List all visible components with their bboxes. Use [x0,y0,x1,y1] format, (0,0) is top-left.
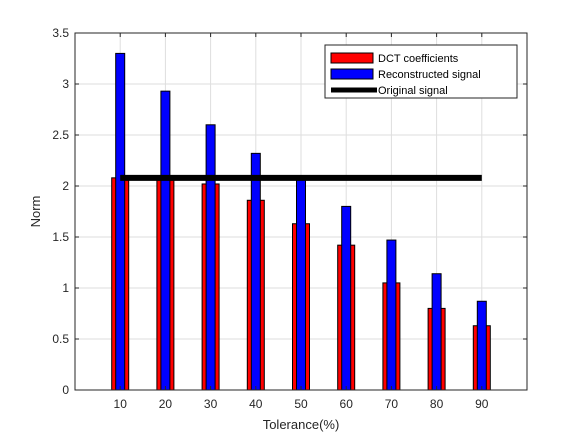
x-tick-label: 10 [114,397,128,411]
ticks-layer: 0 0.5 1 1.5 2 2.5 3 3.5 10 20 30 40 50 60 70 80 90 [52,26,527,411]
bar-reconstructed-signal [205,124,216,391]
y-tick-label: 0 [62,383,69,397]
x-axis-label: Tolerance(%) [263,417,340,432]
x-tick-label: 60 [340,397,354,411]
x-tick-label: 90 [475,397,489,411]
bar-reconstructed-signal [296,178,306,391]
y-tick-label: 1 [62,281,69,295]
x-tick-label: 80 [430,397,444,411]
x-tick-label: 40 [249,397,263,411]
y-tick-label: 1.5 [52,230,69,244]
y-tick-label: 2.5 [52,128,69,142]
bars-layer [111,52,491,391]
y-axis-label: Norm [28,196,43,228]
bar-reconstructed-signal [160,90,171,391]
bar-reconstructed-signal [341,205,352,391]
x-tick-label: 30 [204,397,218,411]
legend-swatch-reconstructed [330,68,374,80]
y-tick-label: 0.5 [52,332,69,346]
x-tick-label: 20 [159,397,173,411]
bar-reconstructed-signal [386,239,397,391]
x-tick-label: 50 [294,397,308,411]
x-tick-label: 70 [385,397,399,411]
legend-label-dct: DCT coefficients [378,53,459,65]
y-tick-label: 2 [62,179,69,193]
bar-reconstructed-signal [250,152,261,391]
legend-label-reconstructed: Reconstructed signal [378,69,481,81]
bar-reconstructed-signal [476,300,487,391]
legend: DCT coefficients Reconstructed signal Or… [324,44,518,99]
y-tick-label: 3 [62,77,69,91]
bar-reconstructed-signal [115,52,126,391]
y-tick-label: 3.5 [52,26,69,40]
bar-reconstructed-signal [431,273,442,391]
legend-label-original: Original signal [378,85,448,97]
legend-swatch-dct [330,52,374,64]
